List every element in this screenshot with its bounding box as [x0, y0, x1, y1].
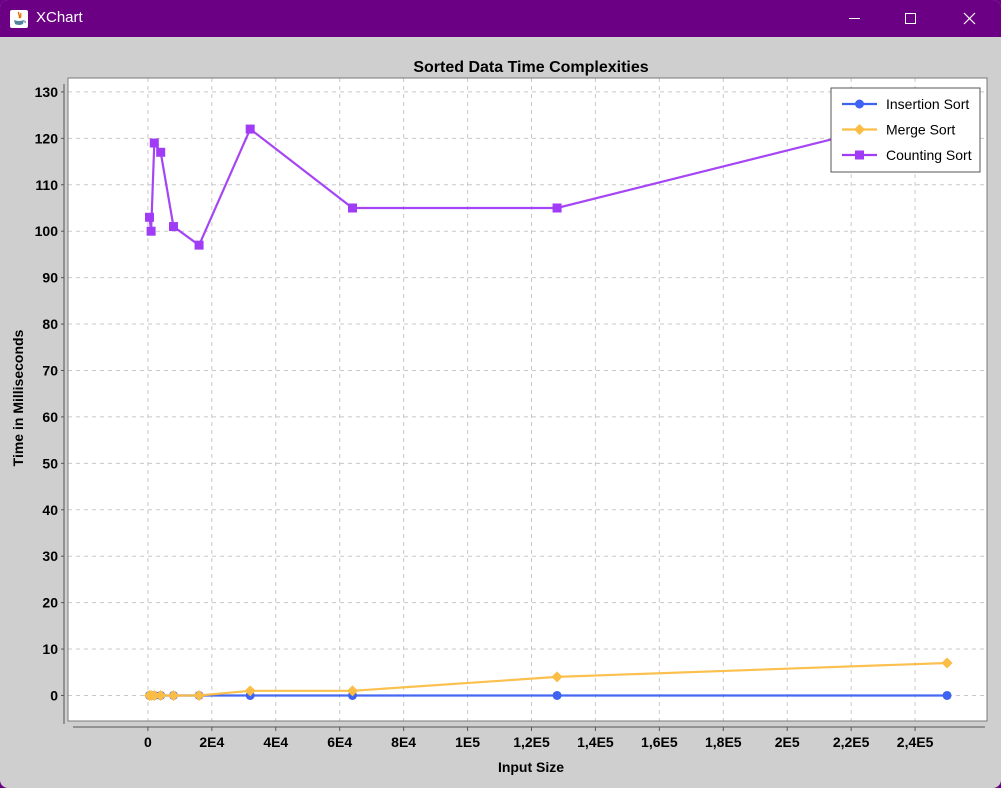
y-axis-label: Time in Milliseconds: [10, 329, 26, 466]
x-tick-label: 4E4: [263, 734, 288, 750]
y-tick-label: 10: [42, 641, 58, 657]
chart-panel: Sorted Data Time Complexities Input Size…: [0, 37, 1001, 788]
data-point: [942, 690, 952, 700]
data-point: [244, 685, 256, 697]
data-point: [148, 689, 160, 701]
y-tick-label: 30: [42, 548, 58, 564]
data-point: [941, 657, 953, 669]
legend-marker: [854, 124, 865, 135]
y-tick-label: 20: [42, 595, 58, 611]
java-icon: [10, 10, 28, 28]
y-tick-label: 110: [35, 177, 58, 193]
data-point: [346, 685, 358, 697]
maximize-icon: [905, 13, 916, 24]
y-tick-label: 100: [35, 223, 59, 239]
legend-marker: [855, 99, 864, 109]
data-point: [167, 689, 179, 701]
x-tick-label: 2E5: [775, 734, 800, 750]
x-tick-label: 1,2E5: [513, 734, 550, 750]
x-tick-label: 2E4: [199, 734, 224, 750]
legend-marker: [855, 150, 864, 160]
plot-area: 0 10 20 30 40 50 60 70 80 90 100 110 120 130 0 2E4 4E4 6E…: [35, 77, 988, 750]
y-tick-label: 120: [35, 130, 59, 146]
y-tick-label: 40: [42, 502, 58, 518]
x-tick-label: 1,4E5: [577, 734, 614, 750]
x-tick-label: 6E4: [327, 734, 352, 750]
x-tick-label: 2,4E5: [897, 734, 934, 750]
minimize-button[interactable]: [826, 0, 884, 37]
x-tick-label: 1,8E5: [705, 734, 742, 750]
y-tick-label: 130: [35, 84, 59, 100]
data-point: [155, 689, 167, 701]
title-bar[interactable]: XChart: [0, 0, 1001, 37]
y-tick-label: 60: [42, 409, 58, 425]
x-tick-label: 0: [144, 734, 152, 750]
y-tick-label: 50: [42, 455, 58, 471]
plot-background: [68, 78, 987, 721]
legend-label: Counting Sort: [886, 147, 972, 163]
series-line: [148, 109, 948, 247]
data-point: [552, 690, 562, 700]
data-point: [552, 203, 562, 213]
legend: Insertion Sort Merge Sort Counting Sort: [830, 87, 981, 173]
plot-border: [67, 77, 988, 722]
data-point: [145, 212, 155, 222]
data-point: [347, 203, 357, 213]
close-icon: [963, 12, 976, 25]
y-tick-label: 70: [42, 362, 58, 378]
x-tick-label: 2,2E5: [833, 734, 870, 750]
x-tick-label: 1,6E5: [641, 734, 678, 750]
data-point: [194, 240, 204, 250]
y-tick-label: 0: [50, 687, 58, 703]
x-tick-label: 1E5: [455, 734, 480, 750]
legend-label: Merge Sort: [886, 122, 955, 138]
legend-label: Insertion Sort: [886, 96, 969, 112]
y-tick-label: 80: [42, 316, 58, 332]
chart-title: Sorted Data Time Complexities: [413, 59, 648, 76]
x-tick-label: 8E4: [391, 734, 416, 750]
line-chart: Sorted Data Time Complexities Input Size…: [10, 59, 988, 775]
data-point: [149, 138, 159, 148]
close-button[interactable]: [942, 0, 1000, 37]
data-point: [156, 147, 166, 157]
data-point: [245, 124, 255, 134]
data-point: [193, 689, 205, 701]
data-point: [146, 226, 156, 236]
data-point: [168, 222, 178, 232]
maximize-button[interactable]: [884, 0, 942, 37]
y-tick-label: 90: [42, 270, 58, 286]
x-axis-label: Input Size: [498, 759, 564, 775]
data-point: [551, 671, 563, 683]
window-title: XChart: [36, 9, 83, 26]
minimize-icon: [849, 18, 860, 19]
